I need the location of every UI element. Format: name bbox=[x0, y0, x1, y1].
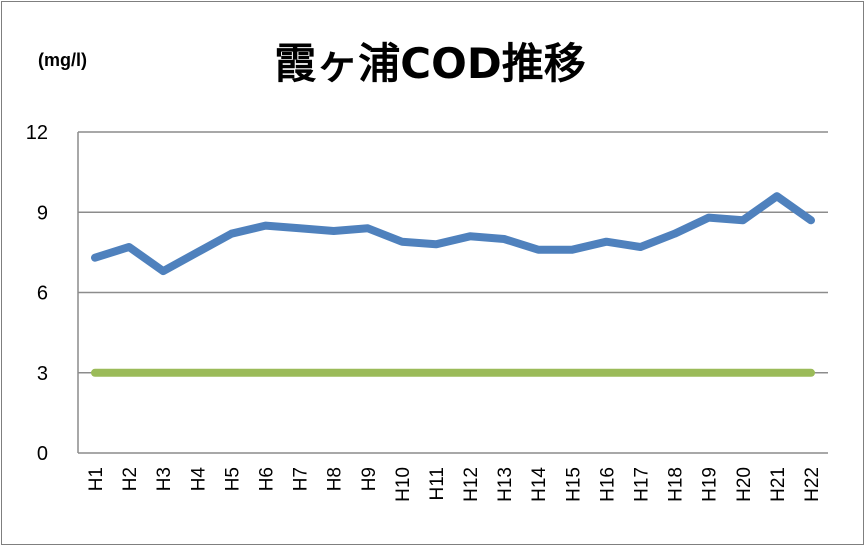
axes bbox=[77, 132, 828, 454]
x-tick-label-H8: H8 bbox=[325, 467, 346, 491]
x-tick-label-H2: H2 bbox=[120, 467, 141, 491]
x-tick-label-H14: H14 bbox=[529, 467, 550, 502]
x-tick-label-H20: H20 bbox=[734, 467, 755, 502]
y-tick-label-3: 3 bbox=[37, 363, 48, 385]
x-tick-label-H9: H9 bbox=[359, 467, 380, 491]
x-tick-label-H21: H21 bbox=[768, 467, 789, 502]
x-tick-label-H16: H16 bbox=[597, 467, 618, 502]
series-line-1 bbox=[91, 192, 815, 276]
y-tick-labels: 0 3 6 9 12 bbox=[26, 122, 48, 465]
series-lines bbox=[91, 192, 815, 377]
x-tick-label-H18: H18 bbox=[666, 467, 687, 502]
x-tick-label-H3: H3 bbox=[154, 467, 175, 491]
x-tick-label-H19: H19 bbox=[700, 467, 721, 502]
x-tick-label-H13: H13 bbox=[495, 467, 516, 502]
x-tick-label-H1: H1 bbox=[86, 467, 107, 491]
y-tick-label-12: 12 bbox=[26, 122, 48, 144]
x-tick-label-H7: H7 bbox=[291, 467, 312, 491]
x-tick-label-H15: H15 bbox=[563, 467, 584, 502]
x-tick-labels: H1 H2 H3 H4 H5 H6 H7 H8 H9 H10 H11 H12 H13 H14 H15 H16 H… bbox=[86, 467, 823, 502]
x-tick-label-H6: H6 bbox=[257, 467, 278, 491]
x-tick-label-H17: H17 bbox=[632, 467, 653, 502]
y-axis-unit-label: (mg/l) bbox=[38, 50, 87, 70]
x-tick-label-H4: H4 bbox=[188, 467, 209, 492]
chart-title: 霞ヶ浦COD推移 bbox=[274, 39, 586, 88]
x-tick-label-H22: H22 bbox=[802, 467, 823, 502]
y-tick-label-6: 6 bbox=[37, 283, 48, 305]
x-tick-label-H10: H10 bbox=[393, 467, 414, 502]
y-tick-label-9: 9 bbox=[37, 202, 48, 224]
y-tick-label-0: 0 bbox=[37, 443, 48, 465]
x-tick-label-H12: H12 bbox=[461, 467, 482, 502]
x-tick-label-H11: H11 bbox=[427, 467, 448, 500]
x-tick-label-H5: H5 bbox=[222, 467, 243, 491]
